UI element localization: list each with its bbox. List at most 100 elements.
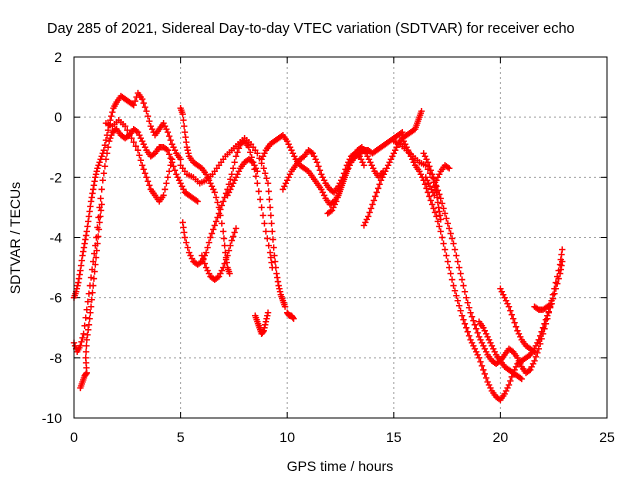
data-point — [337, 186, 344, 193]
data-point — [507, 307, 514, 314]
data-point — [179, 110, 186, 118]
data-point — [251, 162, 258, 169]
data-point — [554, 280, 561, 287]
data-point — [440, 205, 447, 212]
data-point — [143, 107, 150, 115]
data-point — [484, 333, 491, 340]
data-point — [501, 294, 508, 301]
data-point — [360, 222, 368, 229]
data-point — [512, 363, 520, 371]
data-point — [269, 264, 276, 271]
data-point — [556, 261, 564, 268]
y-tick-label: -4 — [50, 230, 63, 246]
data-point — [261, 150, 268, 157]
data-point — [399, 129, 406, 136]
data-point — [365, 213, 372, 220]
data-point — [376, 181, 383, 188]
data-point — [84, 298, 92, 305]
data-point — [224, 252, 231, 259]
data-point — [143, 174, 150, 181]
data-point — [80, 330, 87, 337]
data-point — [104, 127, 112, 134]
data-point — [271, 258, 279, 265]
data-point — [89, 186, 97, 193]
data-point — [215, 273, 223, 280]
data-point — [403, 144, 410, 151]
data-point — [93, 247, 100, 254]
data-point — [435, 204, 442, 211]
data-point — [433, 213, 440, 220]
data-point — [222, 256, 230, 263]
data-point — [465, 332, 473, 339]
data-point — [387, 156, 395, 163]
data-point — [342, 170, 350, 177]
data-point — [477, 336, 484, 343]
data-point — [430, 205, 437, 212]
data-point — [108, 112, 115, 120]
data-point — [264, 235, 271, 242]
data-point — [95, 162, 102, 169]
data-point — [271, 252, 278, 259]
data-point — [205, 239, 213, 246]
data-point — [183, 139, 190, 146]
data-point — [515, 357, 523, 365]
data-point — [501, 390, 508, 398]
data-point — [465, 304, 473, 311]
data-point — [175, 177, 183, 184]
data-point — [134, 147, 142, 154]
data-point — [320, 192, 328, 199]
data-point — [437, 228, 444, 235]
data-point — [267, 254, 275, 261]
x-tick-label: 5 — [177, 429, 185, 445]
data-point — [166, 151, 173, 158]
data-point — [389, 153, 396, 160]
data-point — [147, 122, 154, 130]
data-point — [218, 220, 226, 227]
data-point — [89, 190, 96, 197]
data-point — [129, 100, 136, 108]
data-point — [386, 159, 393, 166]
data-point — [393, 144, 400, 151]
data-point — [269, 228, 276, 235]
data-point — [136, 152, 143, 159]
data-point — [102, 137, 110, 144]
data-point — [433, 183, 440, 190]
data-point — [447, 230, 454, 237]
data-point — [268, 220, 275, 227]
data-point — [495, 395, 503, 403]
data-point — [480, 324, 487, 331]
data-point — [527, 366, 534, 374]
data-point — [372, 193, 379, 200]
data-point — [309, 150, 316, 157]
data-point — [228, 171, 235, 178]
data-point — [274, 274, 281, 281]
data-point — [232, 225, 240, 232]
data-point — [357, 156, 365, 163]
data-point — [148, 126, 156, 133]
data-point — [341, 174, 348, 181]
data-point — [558, 262, 565, 269]
data-point — [180, 224, 187, 231]
data-point — [128, 135, 135, 142]
data-point — [437, 195, 444, 202]
data-point — [83, 342, 90, 349]
data-point — [99, 177, 106, 184]
data-point — [130, 101, 137, 109]
data-point — [374, 185, 382, 192]
data-point — [173, 171, 180, 178]
data-point — [73, 285, 81, 292]
data-point — [131, 97, 139, 105]
data-point — [78, 257, 86, 264]
data-point — [383, 165, 390, 172]
data-point — [447, 270, 454, 277]
data-points — [70, 89, 566, 404]
data-point — [441, 246, 449, 253]
data-point — [534, 339, 541, 346]
data-point — [421, 181, 429, 188]
data-point — [474, 329, 481, 336]
data-point — [441, 210, 449, 217]
data-point — [78, 338, 85, 345]
data-point — [141, 144, 149, 151]
data-point — [423, 185, 430, 192]
data-point — [214, 214, 221, 221]
